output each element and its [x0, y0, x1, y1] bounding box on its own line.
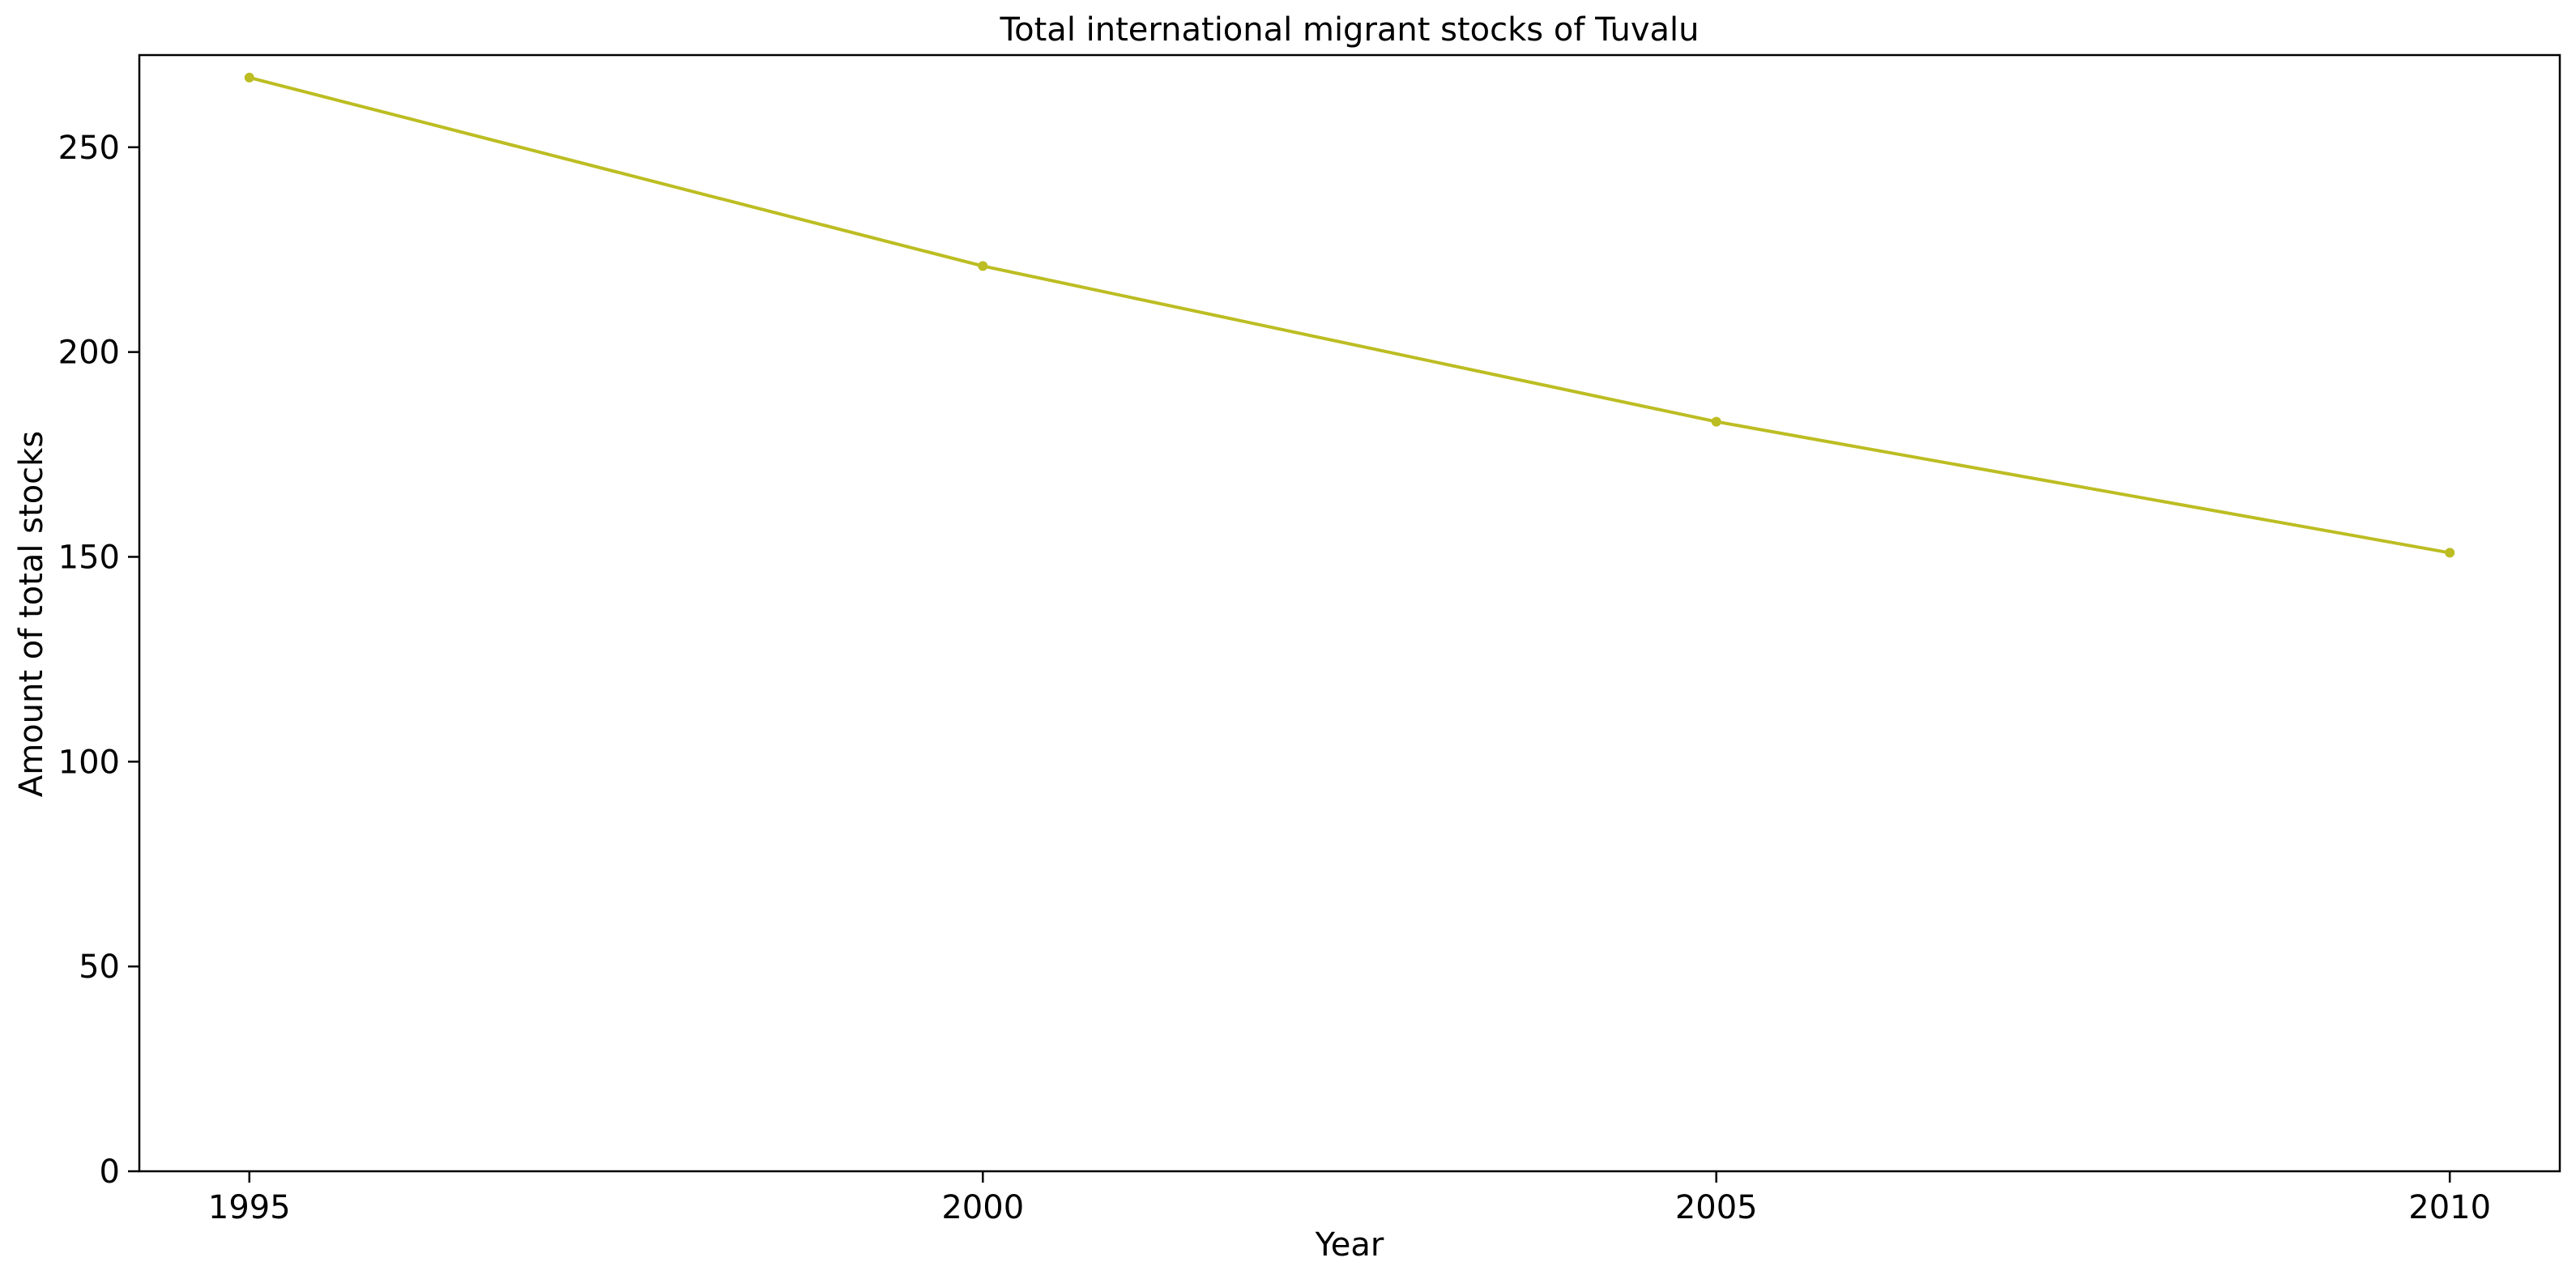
data-point: [244, 72, 254, 83]
axes-frame: [138, 53, 2561, 1173]
y-tick-label: 250: [58, 130, 120, 167]
series-line: [247, 75, 2452, 555]
x-axis-ticks: 1995 2000 2005 2010: [208, 1171, 2491, 1226]
y-axis-ticks: 0 50 100 150 200 250: [58, 130, 139, 1191]
x-axis-label: Year: [1315, 1226, 1384, 1264]
y-tick-label: 150: [58, 539, 120, 576]
data-point: [978, 261, 988, 271]
y-tick-label: 50: [79, 949, 120, 986]
y-axis-label: Amount of total stocks: [13, 431, 50, 797]
axes-layer: [138, 53, 2561, 1173]
x-tick-label: 2000: [941, 1189, 1024, 1226]
plot-area: [139, 55, 2560, 1171]
chart-title: Total international migrant stocks of Tu…: [1000, 11, 1700, 49]
data-point: [2445, 548, 2455, 558]
x-tick-label: 2010: [2408, 1189, 2491, 1226]
x-tick-label: 1995: [208, 1189, 291, 1226]
y-tick-label: 200: [58, 335, 120, 372]
series-layer: [244, 72, 2455, 558]
data-point: [1711, 416, 1721, 427]
y-tick-label: 100: [58, 744, 120, 781]
y-tick-label: 0: [100, 1153, 120, 1191]
x-tick-label: 2005: [1675, 1189, 1758, 1226]
plot-background: [139, 55, 2560, 1171]
